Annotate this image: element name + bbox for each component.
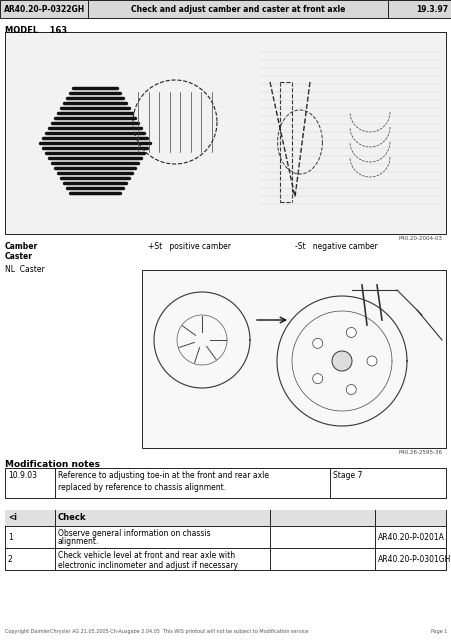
Text: Check: Check	[58, 513, 86, 522]
Text: AR40.20-P-0301GH: AR40.20-P-0301GH	[377, 554, 451, 563]
Circle shape	[345, 328, 355, 337]
Text: Reference to adjusting toe-in at the front and rear axle: Reference to adjusting toe-in at the fro…	[58, 472, 268, 481]
Text: AR40.20-P-0322GH: AR40.20-P-0322GH	[4, 4, 85, 13]
Text: Modification notes: Modification notes	[5, 460, 100, 469]
Circle shape	[312, 339, 322, 348]
Bar	[0, 0, 451, 18]
Text: electronic inclinometer and adjust if necessary: electronic inclinometer and adjust if ne…	[58, 561, 238, 570]
Text: alignment.: alignment.	[58, 538, 99, 547]
Text: Check vehicle level at front and rear axle with: Check vehicle level at front and rear ax…	[58, 552, 235, 561]
Text: 2: 2	[8, 554, 13, 563]
Text: Camber: Camber	[5, 242, 38, 251]
Text: Observe general information on chassis: Observe general information on chassis	[58, 529, 210, 538]
Text: Stage 7: Stage 7	[332, 472, 362, 481]
Text: 1: 1	[8, 532, 13, 541]
Text: 19.3.97: 19.3.97	[415, 4, 447, 13]
Circle shape	[366, 356, 376, 366]
Text: NL  Caster: NL Caster	[5, 265, 45, 274]
Circle shape	[345, 385, 355, 394]
Text: Caster: Caster	[5, 252, 33, 261]
Bar	[5, 32, 445, 234]
Text: -St   negative camber: -St negative camber	[295, 242, 377, 251]
Text: <i: <i	[8, 513, 17, 522]
Bar	[5, 510, 445, 570]
Bar	[5, 468, 445, 498]
Text: Page 1: Page 1	[430, 630, 446, 634]
Text: 10.9.03: 10.9.03	[8, 472, 37, 481]
Text: P40.26-2595-36: P40.26-2595-36	[398, 450, 442, 455]
Bar	[142, 270, 445, 448]
Circle shape	[331, 351, 351, 371]
Text: Copyright DaimlerChrysler AG 21.05.2005-Ch-Ausgabe 2.04.05  This WIS printout wi: Copyright DaimlerChrysler AG 21.05.2005-…	[5, 630, 308, 634]
Bar	[5, 510, 445, 526]
Text: replaced by reference to chassis alignment.: replaced by reference to chassis alignme…	[58, 483, 226, 493]
Text: +St   positive camber: +St positive camber	[147, 242, 230, 251]
Text: Check and adjust camber and caster at front axle: Check and adjust camber and caster at fr…	[130, 4, 345, 13]
Text: P40.20-2004-03: P40.20-2004-03	[398, 236, 442, 241]
Text: MODEL    163: MODEL 163	[5, 26, 67, 35]
Text: AR40.20-P-0201A: AR40.20-P-0201A	[377, 532, 444, 541]
Circle shape	[312, 374, 322, 383]
